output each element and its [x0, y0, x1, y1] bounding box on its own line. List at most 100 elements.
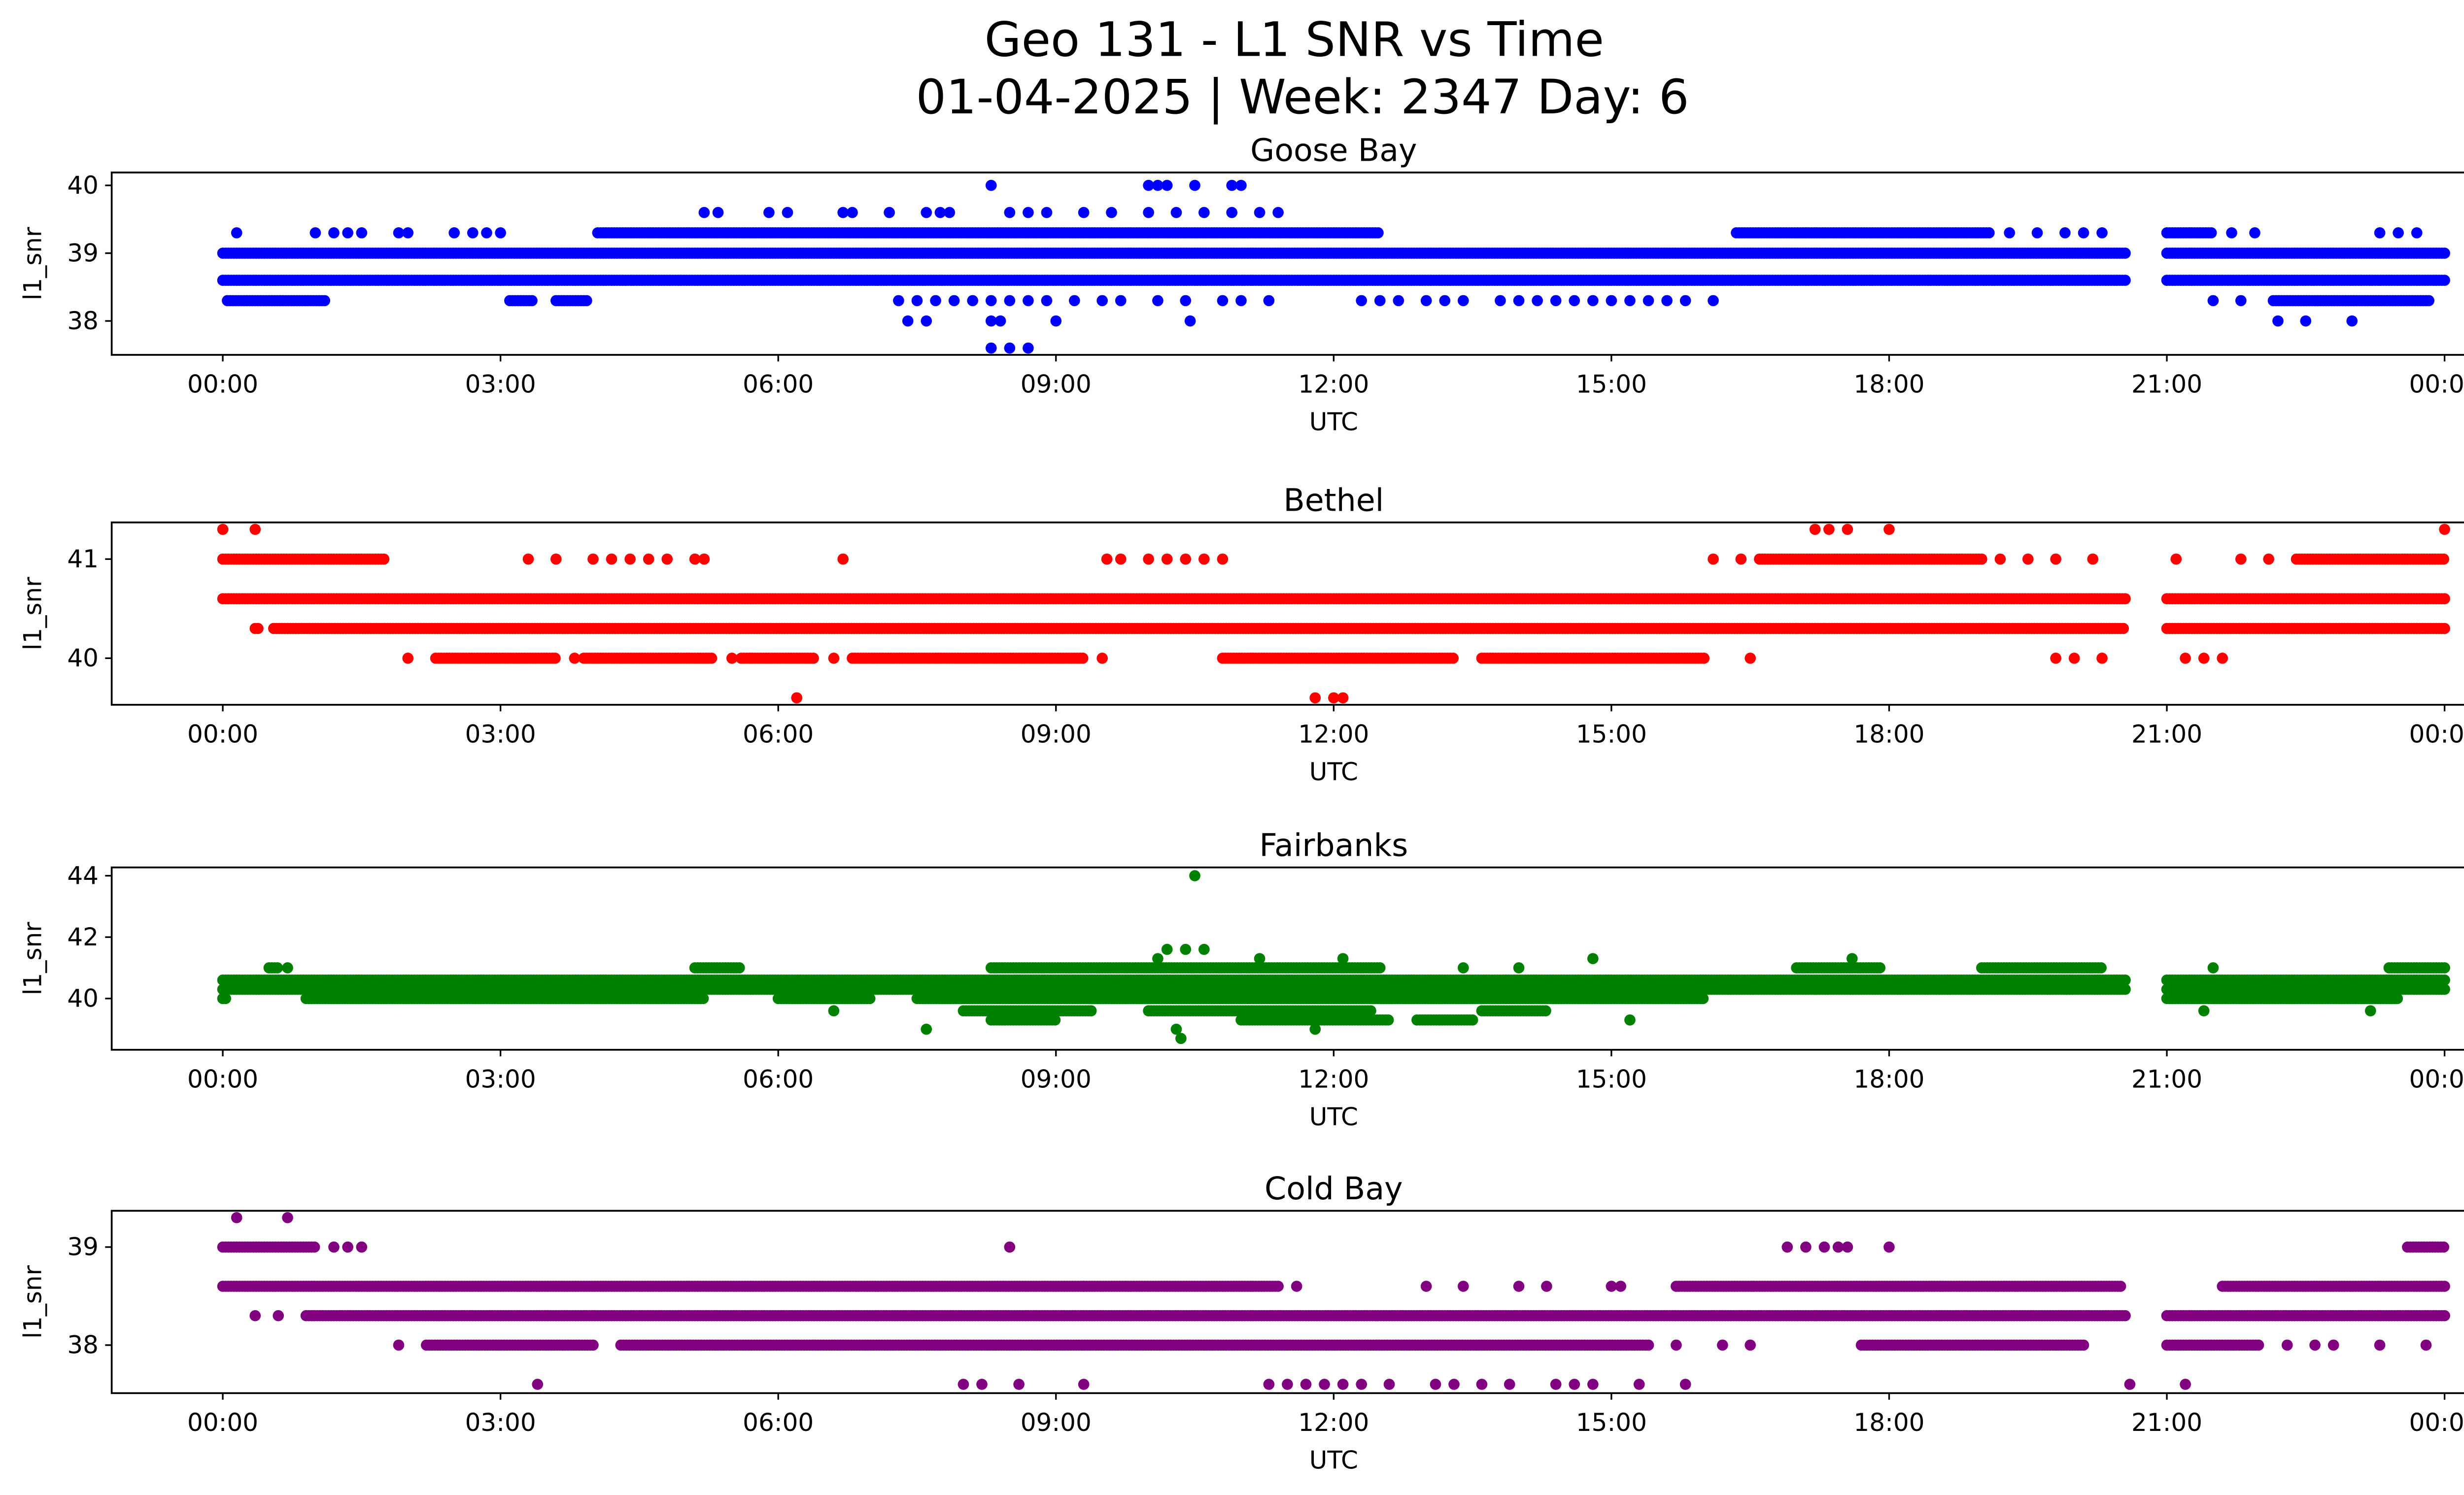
- data-point: [1272, 207, 1284, 218]
- data-point: [1983, 227, 1995, 239]
- data-point: [1004, 342, 1016, 354]
- data-point: [2439, 523, 2450, 535]
- data-point: [2170, 553, 2182, 565]
- data-point: [2059, 227, 2071, 239]
- data-point: [581, 295, 592, 307]
- data-point: [828, 653, 840, 664]
- data-point: [1180, 295, 1192, 307]
- x-tick-label: 18:00: [1853, 370, 1924, 399]
- scatter-series: [217, 179, 2450, 354]
- x-tick-label: 03:00: [465, 370, 536, 399]
- data-point: [1994, 553, 2006, 565]
- data-point: [726, 653, 738, 664]
- y-tick-label: 40: [67, 171, 99, 200]
- data-point: [2393, 227, 2404, 239]
- data-point: [1077, 653, 1089, 664]
- data-point: [643, 553, 654, 565]
- y-tick-label: 39: [67, 239, 99, 267]
- data-point: [606, 553, 617, 565]
- data-point: [1818, 623, 1830, 634]
- data-point: [2120, 247, 2131, 259]
- data-point: [1198, 207, 1210, 218]
- data-point: [522, 553, 534, 565]
- scatter-series: [217, 870, 2450, 1044]
- data-point: [1217, 295, 1229, 307]
- data-point: [2096, 653, 2108, 664]
- data-point: [847, 207, 858, 218]
- data-point: [893, 295, 904, 307]
- data-point: [1023, 342, 1034, 354]
- data-point: [2004, 227, 2015, 239]
- data-point: [985, 179, 997, 191]
- data-point: [712, 207, 724, 218]
- data-point: [1679, 295, 1691, 307]
- data-point: [884, 207, 895, 218]
- data-point: [2078, 227, 2089, 239]
- data-point: [1337, 692, 1349, 704]
- data-point: [1041, 207, 1053, 218]
- data-point: [624, 553, 636, 565]
- data-point: [467, 227, 479, 239]
- data-point: [808, 653, 819, 664]
- data-point: [1226, 207, 1238, 218]
- data-point: [2439, 593, 2450, 605]
- data-point: [231, 227, 242, 239]
- data-point: [1143, 179, 1154, 191]
- data-point: [1217, 553, 1229, 565]
- data-point: [1235, 179, 1247, 191]
- data-point: [1735, 553, 1747, 565]
- data-point: [1170, 207, 1182, 218]
- x-tick-label: 06:00: [743, 370, 814, 399]
- y-axis-label: l1_snr: [18, 577, 47, 650]
- data-point: [2120, 593, 2131, 605]
- data-point: [2068, 653, 2080, 664]
- data-point: [550, 553, 562, 565]
- data-point: [481, 227, 492, 239]
- data-point: [1643, 295, 1654, 307]
- data-point: [1184, 315, 1196, 327]
- data-point: [1356, 295, 1368, 307]
- data-point: [1189, 179, 1200, 191]
- data-point: [763, 207, 775, 218]
- data-point: [2096, 227, 2108, 239]
- data-point: [1235, 295, 1247, 307]
- data-point: [1023, 207, 1034, 218]
- data-point: [2050, 553, 2061, 565]
- data-point: [1624, 295, 1636, 307]
- data-point: [2205, 227, 2217, 239]
- data-point: [1513, 295, 1525, 307]
- subplot-title: Bethel: [1283, 482, 1384, 519]
- data-point: [1101, 553, 1113, 565]
- data-point: [309, 227, 321, 239]
- data-point: [967, 295, 979, 307]
- data-point: [2050, 653, 2061, 664]
- data-point: [1374, 295, 1386, 307]
- y-tick-label: 38: [67, 307, 99, 335]
- data-point: [1457, 295, 1469, 307]
- data-point: [319, 295, 331, 307]
- data-point: [2235, 553, 2247, 565]
- data-point: [402, 653, 414, 664]
- data-point: [2120, 275, 2131, 286]
- data-point: [569, 653, 581, 664]
- data-point: [2439, 247, 2450, 259]
- x-tick-label: 06:00: [743, 720, 814, 749]
- data-point: [985, 315, 997, 327]
- subplot-title: Goose Bay: [1250, 132, 1417, 169]
- data-point: [1152, 179, 1164, 191]
- data-point: [2423, 295, 2434, 307]
- data-point: [402, 227, 414, 239]
- data-point: [1745, 653, 1756, 664]
- data-point: [944, 207, 956, 218]
- data-point: [2249, 227, 2260, 239]
- data-point: [2411, 623, 2423, 634]
- data-point: [1004, 295, 1016, 307]
- data-point: [2180, 653, 2191, 664]
- x-tick-label: 18:00: [1853, 720, 1924, 749]
- subplot-title: Fairbanks: [1259, 827, 1408, 863]
- data-point: [791, 692, 803, 704]
- data-point: [1569, 295, 1580, 307]
